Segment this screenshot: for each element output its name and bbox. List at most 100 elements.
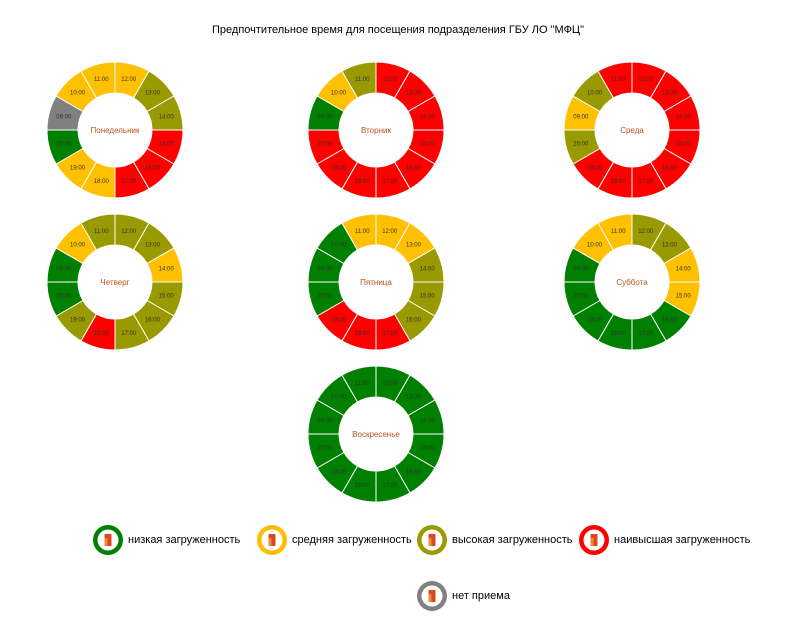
- day-name-label: Понедельник: [91, 126, 140, 135]
- donut-hole: [79, 246, 151, 318]
- legend-item-low: низкая загруженность: [92, 524, 240, 556]
- legend-item-closed: нет приема: [416, 580, 510, 612]
- legend-label: нет приема: [452, 590, 510, 602]
- day-name-label: Пятница: [360, 278, 392, 287]
- segment-hour-label: 11:00: [355, 229, 370, 235]
- donut-hole: [340, 94, 412, 166]
- segment-hour-label: 09:00: [317, 418, 333, 424]
- segment-hour-label: 09:00: [56, 266, 72, 272]
- mfc-logo-icon: [579, 525, 609, 555]
- segment-hour-label: 12:00: [121, 77, 137, 83]
- donut-segment: [597, 61, 633, 99]
- segment-hour-label: 14:00: [420, 266, 436, 272]
- donut-segment: [341, 213, 377, 251]
- segment-hour-label: 17:00: [121, 331, 137, 337]
- segment-hour-label: 19:00: [331, 469, 347, 475]
- donut-segment: [80, 213, 116, 251]
- segment-hour-label: 09:00: [573, 266, 589, 272]
- segment-hour-label: 14:00: [159, 114, 175, 120]
- segment-hour-label: 20:00: [573, 294, 589, 300]
- segment-hour-label: 09:00: [573, 114, 589, 120]
- segment-hour-label: 14:00: [159, 266, 175, 272]
- segment-hour-label: 20:00: [317, 142, 333, 148]
- segment-hour-label: 19:00: [70, 317, 86, 323]
- segment-hour-label: 09:00: [317, 114, 333, 120]
- day-name-label: Воскресенье: [352, 430, 400, 439]
- segment-hour-label: 19:00: [331, 317, 347, 323]
- donut-hole: [596, 246, 668, 318]
- segment-hour-label: 19:00: [587, 317, 603, 323]
- segment-hour-label: 19:00: [587, 165, 603, 171]
- donut-chart: 12:00 13:00 14:00 15:00 16:00 17:00 18:00 19:00…: [46, 61, 184, 199]
- donut-hole: [596, 94, 668, 166]
- segment-hour-label: 11:00: [94, 77, 109, 83]
- segment-hour-label: 18:00: [355, 179, 371, 185]
- donut-chart: 12:00 13:00 14:00 15:00 16:00 17:00 18:00 19:00…: [563, 213, 701, 351]
- segment-hour-label: 11:00: [355, 381, 370, 387]
- segment-hour-label: 13:00: [406, 395, 422, 401]
- segment-hour-label: 20:00: [56, 142, 72, 148]
- donut-segment: [80, 61, 116, 99]
- day-name-label: Вторник: [361, 126, 391, 135]
- segment-hour-label: 14:00: [420, 114, 436, 120]
- segment-hour-label: 15:00: [159, 294, 175, 300]
- segment-hour-label: 13:00: [145, 91, 161, 97]
- legend-item-high: высокая загруженность: [416, 524, 572, 556]
- segment-hour-label: 14:00: [420, 418, 436, 424]
- segment-hour-label: 12:00: [382, 77, 398, 83]
- segment-hour-label: 10:00: [70, 91, 86, 97]
- segment-hour-label: 18:00: [355, 483, 371, 489]
- donut-segment: [341, 61, 377, 99]
- segment-hour-label: 14:00: [676, 114, 692, 120]
- segment-hour-label: 18:00: [355, 331, 371, 337]
- segment-hour-label: 09:00: [317, 266, 333, 272]
- segment-hour-label: 16:00: [406, 469, 422, 475]
- segment-hour-label: 15:00: [420, 142, 436, 148]
- legend-label: наивысшая загруженность: [614, 534, 751, 546]
- segment-hour-label: 15:00: [159, 142, 175, 148]
- segment-hour-label: 17:00: [121, 179, 137, 185]
- segment-hour-label: 16:00: [662, 317, 678, 323]
- segment-hour-label: 12:00: [638, 77, 654, 83]
- segment-hour-label: 17:00: [382, 483, 398, 489]
- segment-hour-label: 13:00: [662, 243, 678, 249]
- segment-hour-label: 20:00: [317, 294, 333, 300]
- donut-segment: [597, 213, 633, 251]
- legend-label: низкая загруженность: [128, 534, 241, 546]
- segment-hour-label: 17:00: [638, 331, 654, 337]
- segment-hour-label: 16:00: [662, 165, 678, 171]
- segment-hour-label: 10:00: [587, 91, 603, 97]
- segment-hour-label: 12:00: [382, 381, 398, 387]
- donut-chart: 12:00 13:00 14:00 15:00 16:00 17:00 18:00 19:00…: [307, 213, 445, 351]
- donut-hole: [79, 94, 151, 166]
- segment-hour-label: 13:00: [406, 243, 422, 249]
- segment-hour-label: 10:00: [331, 91, 347, 97]
- segment-hour-label: 20:00: [317, 446, 333, 452]
- segment-hour-label: 11:00: [611, 77, 626, 83]
- day-name-label: Среда: [620, 126, 644, 135]
- donut-hole: [340, 398, 412, 470]
- segment-hour-label: 18:00: [611, 179, 627, 185]
- segment-hour-label: 17:00: [638, 179, 654, 185]
- segment-hour-label: 11:00: [611, 229, 626, 235]
- segment-hour-label: 15:00: [420, 446, 436, 452]
- mfc-logo-icon: [257, 525, 287, 555]
- segment-hour-label: 19:00: [70, 165, 86, 171]
- segment-hour-label: 20:00: [573, 142, 589, 148]
- donut-chart: 12:00 13:00 14:00 15:00 16:00 17:00 18:00 19:00…: [307, 365, 445, 503]
- donut-chart: 12:00 13:00 14:00 15:00 16:00 17:00 18:00 19:00…: [46, 213, 184, 351]
- segment-hour-label: 18:00: [611, 331, 627, 337]
- segment-hour-label: 14:00: [676, 266, 692, 272]
- segment-hour-label: 10:00: [331, 243, 347, 249]
- legend-label: средняя загруженность: [292, 534, 412, 546]
- donut-chart: 12:00 13:00 14:00 15:00 16:00 17:00 18:00 19:00…: [563, 61, 701, 199]
- segment-hour-label: 10:00: [70, 243, 86, 249]
- segment-hour-label: 15:00: [420, 294, 436, 300]
- segment-hour-label: 20:00: [56, 294, 72, 300]
- segment-hour-label: 12:00: [638, 229, 654, 235]
- donut-chart: 12:00 13:00 14:00 15:00 16:00 17:00 18:00 19:00…: [307, 61, 445, 199]
- segment-hour-label: 16:00: [406, 317, 422, 323]
- segment-hour-label: 09:00: [56, 114, 72, 120]
- segment-hour-label: 17:00: [382, 179, 398, 185]
